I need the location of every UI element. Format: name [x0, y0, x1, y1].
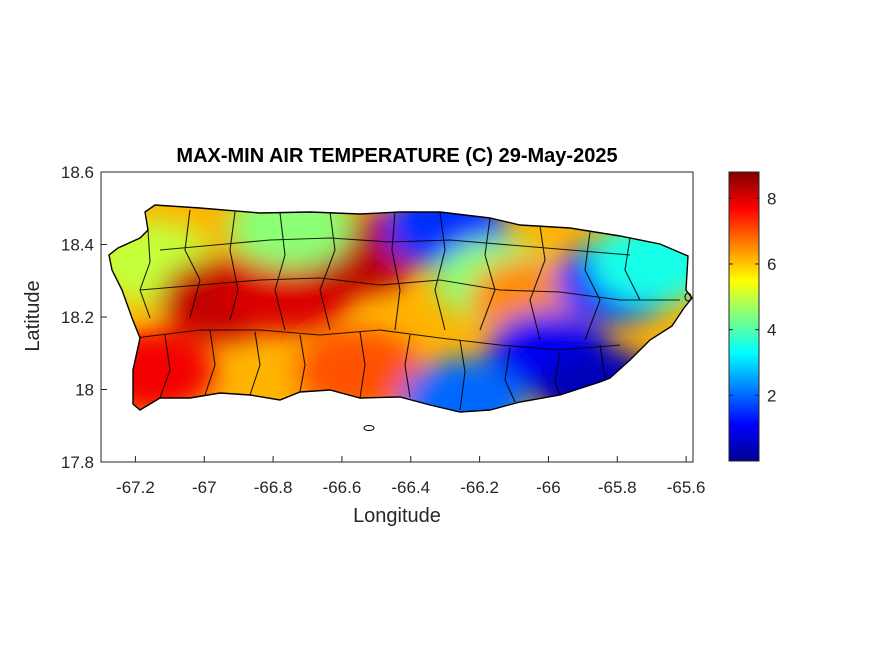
- boundary-line-13: [159, 334, 171, 399]
- islet-east: [684, 292, 692, 302]
- x-axis: -67.2 -67 -66.8 -66.6 -66.4 -66.2 -66 -65.8 -65.…: [116, 456, 705, 497]
- boundary-line-18: [404, 334, 411, 398]
- y-axis: 17.8 18 18.2 18.4 18.6: [61, 163, 107, 472]
- y-tick-label: 17.8: [61, 453, 94, 472]
- x-tick-label: -66.6: [323, 478, 362, 497]
- boundary-line-5: [391, 211, 401, 331]
- y-tick-label: 18.4: [61, 236, 94, 255]
- colorbar-ticks: 2 4 6 8: [729, 189, 776, 405]
- y-tick-label: 18.2: [61, 308, 94, 327]
- x-axis-label: Longitude: [353, 505, 441, 527]
- boundary-line-11: [139, 277, 680, 301]
- x-tick-label: -66: [536, 478, 561, 497]
- boundary-line-4: [319, 211, 336, 331]
- x-tick-label: -65.6: [667, 478, 706, 497]
- y-tick-label: 18.6: [61, 163, 94, 182]
- boundary-line-17: [359, 331, 366, 399]
- boundary-line-3: [274, 212, 286, 331]
- boundary-line-12: [134, 329, 621, 351]
- temperature-field: [109, 205, 692, 412]
- boundary-line-14: [204, 329, 216, 396]
- y-tick-label: 18: [75, 381, 94, 400]
- boundary-line-20: [504, 347, 516, 403]
- x-tick-label: -66.4: [391, 478, 430, 497]
- field-sample-14: [400, 358, 525, 412]
- x-tick-label: -67: [192, 478, 217, 497]
- x-tick-label: -67.2: [116, 478, 155, 497]
- x-tick-label: -65.8: [598, 478, 637, 497]
- boundary-line-16: [299, 334, 306, 393]
- boundary-line-1: [184, 209, 201, 319]
- boundary-line-19: [459, 339, 466, 411]
- boundary-line-6: [434, 211, 446, 331]
- y-axis-label: Latitude: [22, 280, 44, 351]
- islet-caja-de-muertos: [363, 425, 375, 431]
- boundary-line-7: [479, 217, 496, 331]
- boundary-line-0: [139, 229, 151, 319]
- chart-title: MAX-MIN AIR TEMPERATURE (C) 29-May-2025: [176, 145, 617, 167]
- municipal-boundaries: [134, 209, 680, 411]
- boundary-line-8: [529, 225, 546, 341]
- colorbar-tick-label: 4: [767, 321, 776, 340]
- boundary-line-23: [159, 237, 631, 256]
- boundary-line-22: [599, 344, 606, 379]
- x-tick-label: -66.2: [460, 478, 499, 497]
- colorbar: [728, 171, 760, 462]
- boundary-line-2: [229, 211, 239, 321]
- boundary-line-15: [249, 331, 261, 396]
- x-tick-label: -66.8: [254, 478, 293, 497]
- colorbar-tick-label: 8: [767, 189, 776, 208]
- boundary-line-21: [554, 351, 561, 396]
- colorbar-tick-label: 6: [767, 255, 776, 274]
- boundary-line-10: [624, 237, 641, 301]
- colorbar-tick-label: 2: [767, 386, 776, 405]
